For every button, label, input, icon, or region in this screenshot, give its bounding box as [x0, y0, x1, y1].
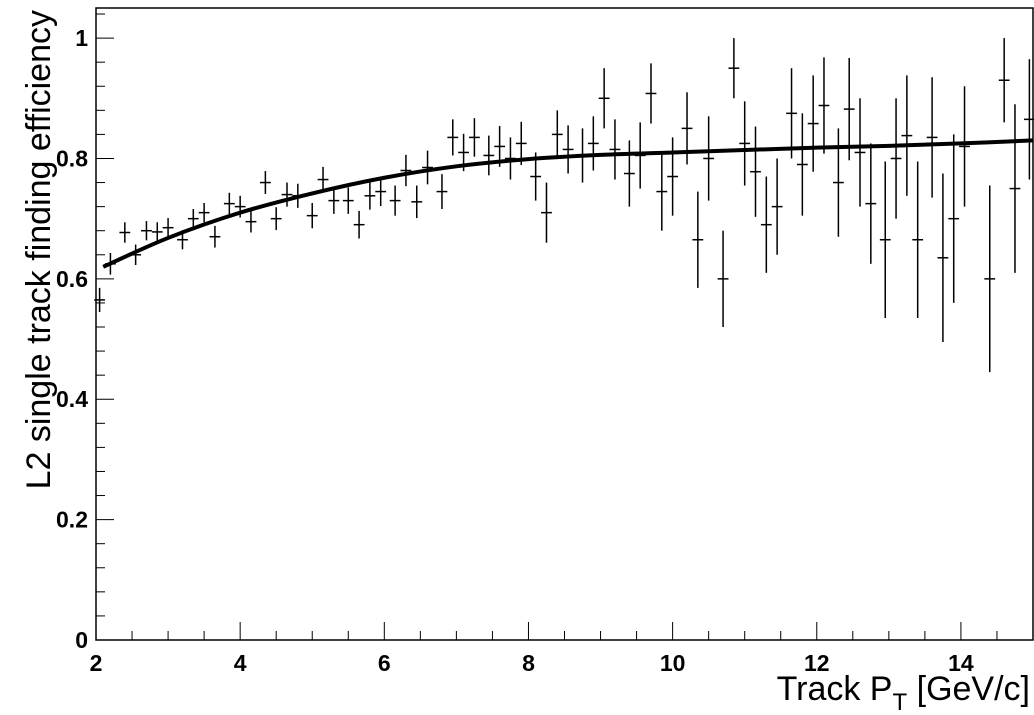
data-point	[483, 135, 495, 176]
data-point	[245, 210, 257, 233]
data-point	[328, 187, 340, 214]
data-point	[364, 181, 376, 210]
data-point	[375, 177, 387, 207]
x-axis-ticks: 2 4 6 8 10 12 14	[90, 622, 974, 676]
data-point	[551, 110, 563, 159]
x-axis-title-subscript: T	[893, 689, 908, 715]
data-point	[141, 221, 152, 241]
x-tick-label: 4	[234, 650, 247, 676]
data-point	[865, 143, 877, 264]
data-point	[656, 152, 668, 231]
data-point	[760, 176, 772, 273]
data-point	[587, 116, 599, 171]
data-point	[447, 119, 459, 156]
y-tick-label: 1	[75, 25, 88, 51]
x-axis-title: Track PT [GeV/c]	[777, 670, 1030, 715]
data-point	[317, 166, 329, 193]
data-point	[879, 161, 891, 318]
data-point	[728, 38, 740, 99]
data-point	[786, 68, 797, 159]
data-point	[807, 75, 819, 172]
x-tick-label: 14	[948, 650, 974, 676]
data-point	[119, 222, 131, 243]
data-point	[717, 230, 729, 328]
data-points	[94, 38, 1034, 373]
x-tick-label: 10	[660, 650, 686, 676]
data-point	[692, 191, 704, 288]
minor-ticks	[96, 13, 1034, 640]
data-point	[645, 63, 657, 124]
data-point	[609, 119, 621, 180]
data-point	[468, 118, 480, 157]
data-point	[342, 187, 354, 214]
data-point	[703, 116, 715, 201]
data-point	[562, 125, 574, 174]
data-point	[422, 150, 433, 185]
data-point	[353, 210, 365, 239]
data-point	[739, 101, 751, 186]
data-point	[843, 57, 855, 161]
y-axis-title: L2 single track finding efficiency	[20, 10, 58, 489]
y-tick-label: 0.4	[56, 386, 88, 412]
x-tick-label: 2	[90, 650, 103, 676]
data-point	[667, 137, 679, 216]
plot-frame	[95, 7, 1034, 641]
data-point	[771, 158, 783, 255]
data-point	[984, 185, 996, 373]
y-tick-label: 0.8	[56, 145, 88, 171]
data-point	[259, 171, 271, 194]
data-point	[818, 57, 830, 154]
x-axis-title-main: Track P	[777, 670, 893, 708]
data-point	[832, 128, 844, 237]
x-tick-label: 8	[522, 650, 535, 676]
data-point	[223, 192, 235, 215]
data-point	[937, 173, 949, 343]
data-point	[411, 185, 423, 219]
data-point	[400, 154, 412, 187]
data-point	[854, 98, 866, 207]
data-point	[306, 203, 318, 229]
data-point	[901, 75, 913, 196]
data-point	[750, 126, 761, 217]
data-point	[890, 98, 902, 219]
x-axis-title-unit: [GeV/c]	[907, 670, 1030, 708]
data-point	[1009, 104, 1021, 273]
data-point	[151, 222, 163, 242]
data-point	[94, 287, 106, 312]
fit-curve	[102, 138, 1034, 269]
data-point	[1023, 59, 1034, 180]
data-point	[389, 185, 401, 216]
data-point	[270, 207, 282, 231]
data-point	[796, 113, 808, 216]
data-point	[948, 134, 960, 303]
data-point	[541, 182, 552, 243]
data-point	[926, 77, 938, 198]
data-point	[209, 225, 221, 248]
y-tick-label: 0	[75, 627, 88, 653]
x-tick-label: 12	[804, 650, 830, 676]
data-point	[623, 140, 635, 207]
y-tick-label: 0.6	[56, 266, 88, 292]
data-point	[187, 209, 199, 229]
data-point	[598, 68, 610, 129]
data-point	[198, 203, 210, 223]
data-point	[162, 218, 174, 238]
data-point	[436, 174, 448, 210]
y-tick-label: 0.2	[56, 507, 88, 533]
data-point	[998, 38, 1010, 123]
x-tick-label: 6	[378, 650, 391, 676]
data-point	[912, 161, 924, 318]
y-axis-ticks: 0 0.2 0.4 0.6 0.8 1	[56, 25, 114, 653]
data-point	[281, 182, 293, 207]
data-point	[959, 86, 970, 207]
